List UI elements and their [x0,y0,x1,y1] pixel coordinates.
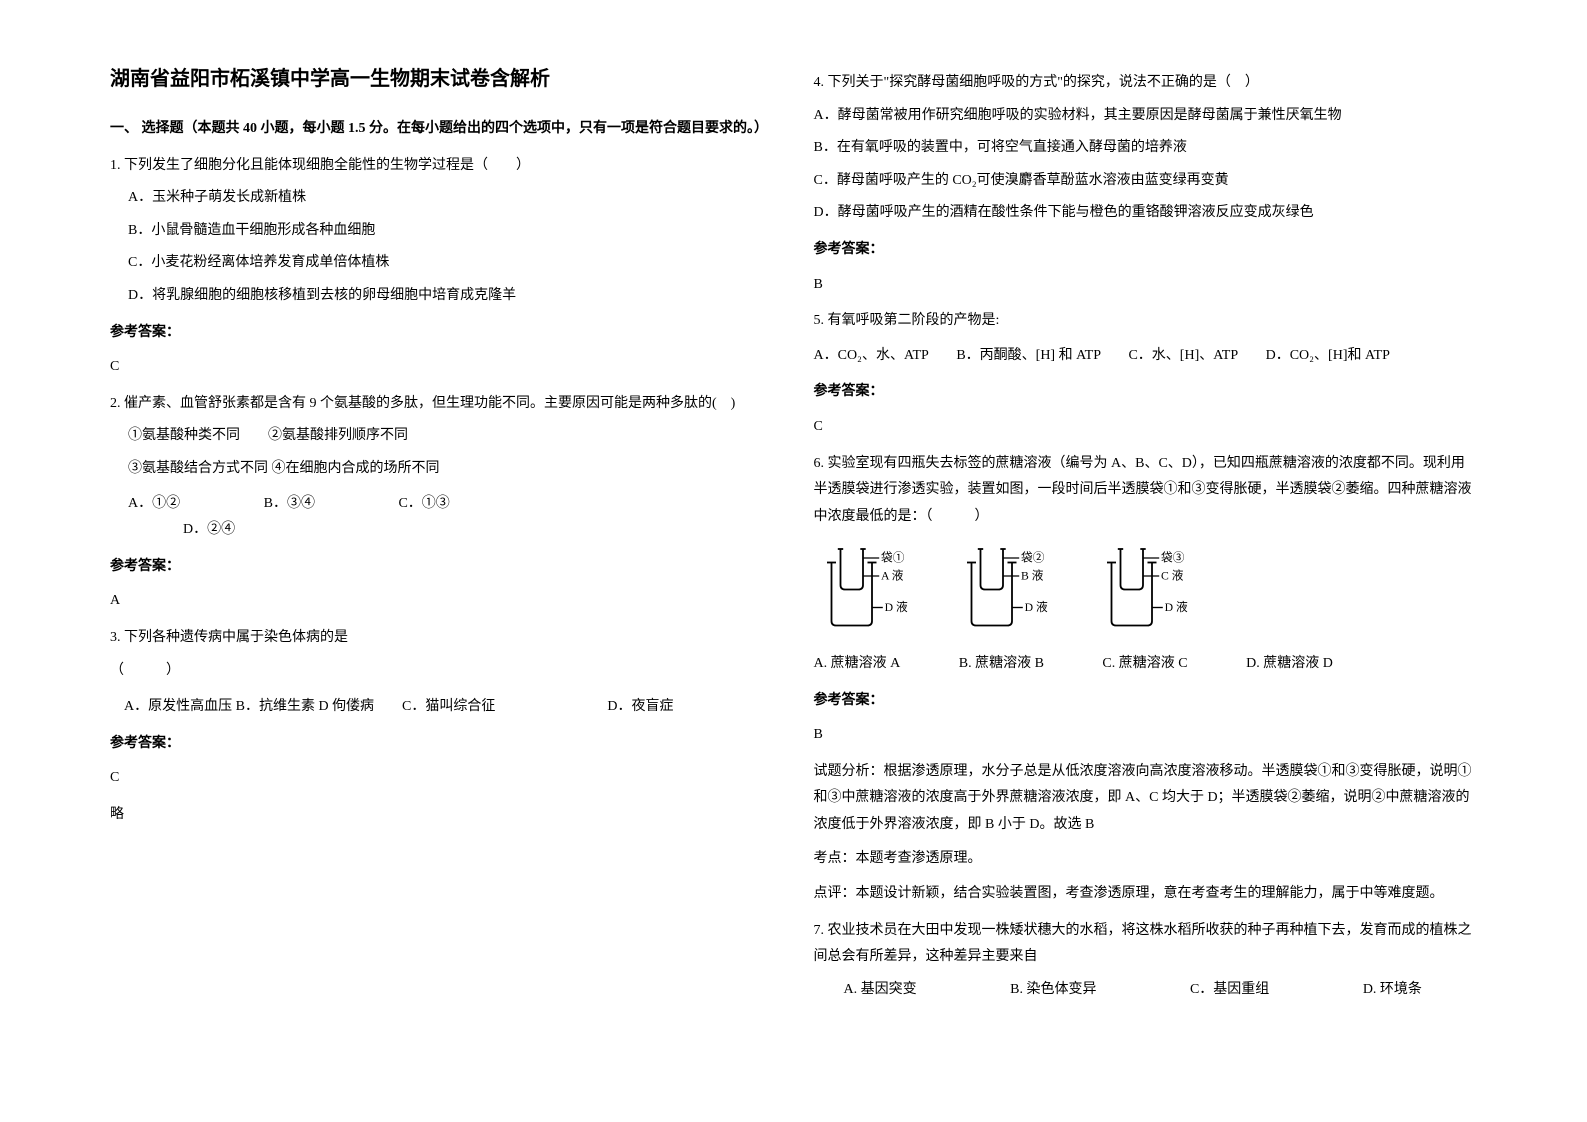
q6-optD: D. 蔗糖溶液 D [1246,651,1333,678]
q7-optB: B. 染色体变异 [1010,977,1096,1004]
exam-title: 湖南省益阳市柘溪镇中学高一生物期末试卷含解析 [110,60,774,98]
q1-answer: C [110,354,774,381]
q4-optA: A．酵母菌常被用作研究细胞呼吸的实验材料，其主要原因是酵母菌属于兼性厌氧生物 [814,103,1478,130]
svg-text:D 液: D 液 [1024,600,1047,614]
q7-optC: C．基因重组 [1190,977,1269,1004]
q6-analysis1: 试题分析：根据渗透原理，水分子总是从低浓度溶液向高浓度溶液移动。半透膜袋①和③变… [814,759,1478,839]
svg-text:D 液: D 液 [884,600,907,614]
q6-answer: B [814,722,1478,749]
q6-analysis2: 考点：本题考查渗透原理。 [814,846,1478,873]
q6-stem: 6. 实验室现有四瓶失去标签的蔗糖溶液（编号为 A、B、C、D），已知四瓶蔗糖溶… [814,451,1478,531]
q6-optC: C. 蔗糖溶液 C [1102,651,1187,678]
q2-line1: ①氨基酸种类不同 ②氨基酸排列顺序不同 [128,423,774,450]
q1-stem: 1. 下列发生了细胞分化且能体现细胞全能性的生物学过程是（ ） [110,153,774,180]
beaker-unit: 袋② B 液 D 液 [958,540,1048,641]
q5-answer: C [814,414,1478,441]
q5-stem: 5. 有氧呼吸第二阶段的产物是: [814,308,1478,335]
q2-line2: ③氨基酸结合方式不同 ④在细胞内合成的场所不同 [128,456,774,483]
q4-answer-label: 参考答案： [814,237,1478,264]
q3-bracket: （ ） [110,658,774,685]
q4-optB: B．在有氧呼吸的装置中，可将空气直接通入酵母菌的培养液 [814,135,1478,162]
q3-stem: 3. 下列各种遗传病中属于染色体病的是 [110,625,774,652]
q2-options: A．①② B．③④ C．①③ D．②④ [110,491,774,544]
q6-optA: A. 蔗糖溶液 A [814,651,901,678]
beaker-icon: 袋① A 液 D 液 [818,540,908,630]
q7-optD: D. 环境条 [1363,977,1422,1004]
q2-optC: C．①③ [398,491,449,518]
svg-text:D 液: D 液 [1164,600,1187,614]
beaker-unit: 袋① A 液 D 液 [818,540,908,641]
beaker-icon: 袋② B 液 D 液 [958,540,1048,630]
svg-text:袋①: 袋① [881,551,905,565]
q1-answer-label: 参考答案： [110,320,774,347]
svg-text:袋③: 袋③ [1161,551,1185,565]
q1-optB: B．小鼠骨髓造血干细胞形成各种血细胞 [128,218,774,245]
q6-answer-label: 参考答案： [814,688,1478,715]
q4-optD: D．酵母菌呼吸产生的酒精在酸性条件下能与橙色的重铬酸钾溶液反应变成灰绿色 [814,200,1478,227]
q1-options: A．玉米种子萌发长成新植株 B．小鼠骨髓造血干细胞形成各种血细胞 C．小麦花粉经… [110,185,774,309]
q5-answer-label: 参考答案： [814,379,1478,406]
beaker-unit: 袋③ C 液 D 液 [1098,540,1188,641]
left-column: 湖南省益阳市柘溪镇中学高一生物期末试卷含解析 一、 选择题（本题共 40 小题，… [90,60,794,1062]
beaker-icon: 袋③ C 液 D 液 [1098,540,1188,630]
section-header: 一、 选择题（本题共 40 小题，每小题 1.5 分。在每小题给出的四个选项中，… [110,116,774,143]
svg-text:A 液: A 液 [881,569,904,583]
q7-stem: 7. 农业技术员在大田中发现一株矮状穗大的水稻，将这株水稻所收获的种子再种植下去… [814,918,1478,971]
q6-options: A. 蔗糖溶液 A B. 蔗糖溶液 B C. 蔗糖溶液 C D. 蔗糖溶液 D [814,651,1478,678]
q4-answer: B [814,272,1478,299]
svg-text:C 液: C 液 [1161,569,1184,583]
q2-answer-label: 参考答案： [110,554,774,581]
q7-options: A. 基因突变 B. 染色体变异 C．基因重组 D. 环境条 [814,977,1478,1004]
svg-text:袋②: 袋② [1021,551,1045,565]
q4-stem: 4. 下列关于"探究酵母菌细胞呼吸的方式"的探究，说法不正确的是（ ） [814,70,1478,97]
q3-options: A．原发性高血压 B．抗维生素 D 佝偻病 C．猫叫综合征 D．夜盲症 [110,694,774,721]
q4-optC: C．酵母菌呼吸产生的 CO₂可使溴麝香草酚蓝水溶液由蓝变绿再变黄 [814,168,1478,195]
q3-answer-label: 参考答案： [110,731,774,758]
q2-answer: A [110,588,774,615]
svg-text:B 液: B 液 [1021,569,1044,583]
q2-optB: B．③④ [264,491,315,518]
q6-diagram: 袋① A 液 D 液 袋② B 液 D 液 [814,540,1478,641]
q2-stem: 2. 催产素、血管舒张素都是含有 9 个氨基酸的多肽，但生理功能不同。主要原因可… [110,391,774,418]
q2-optA: A．①② [128,491,180,518]
q3-answer: C [110,765,774,792]
q3-note: 略 [110,802,774,829]
q1-optC: C．小麦花粉经离体培养发育成单倍体植株 [128,250,774,277]
q7-optA: A. 基因突变 [844,977,917,1004]
q2-optD: D．②④ [128,517,774,544]
q1-optA: A．玉米种子萌发长成新植株 [128,185,774,212]
right-column: 4. 下列关于"探究酵母菌细胞呼吸的方式"的探究，说法不正确的是（ ） A．酵母… [794,60,1498,1062]
q5-options: A．CO₂、水、ATP B．丙酮酸、[H] 和 ATP C．水、[H]、ATP … [814,343,1478,370]
q2-subopts: ①氨基酸种类不同 ②氨基酸排列顺序不同 ③氨基酸结合方式不同 ④在细胞内合成的场… [110,423,774,482]
q4-options: A．酵母菌常被用作研究细胞呼吸的实验材料，其主要原因是酵母菌属于兼性厌氧生物 B… [814,103,1478,227]
q1-optD: D．将乳腺细胞的细胞核移植到去核的卵母细胞中培育成克隆羊 [128,283,774,310]
q6-optB: B. 蔗糖溶液 B [959,651,1044,678]
q6-analysis3: 点评：本题设计新颖，结合实验装置图，考查渗透原理，意在考查考生的理解能力，属于中… [814,881,1478,908]
